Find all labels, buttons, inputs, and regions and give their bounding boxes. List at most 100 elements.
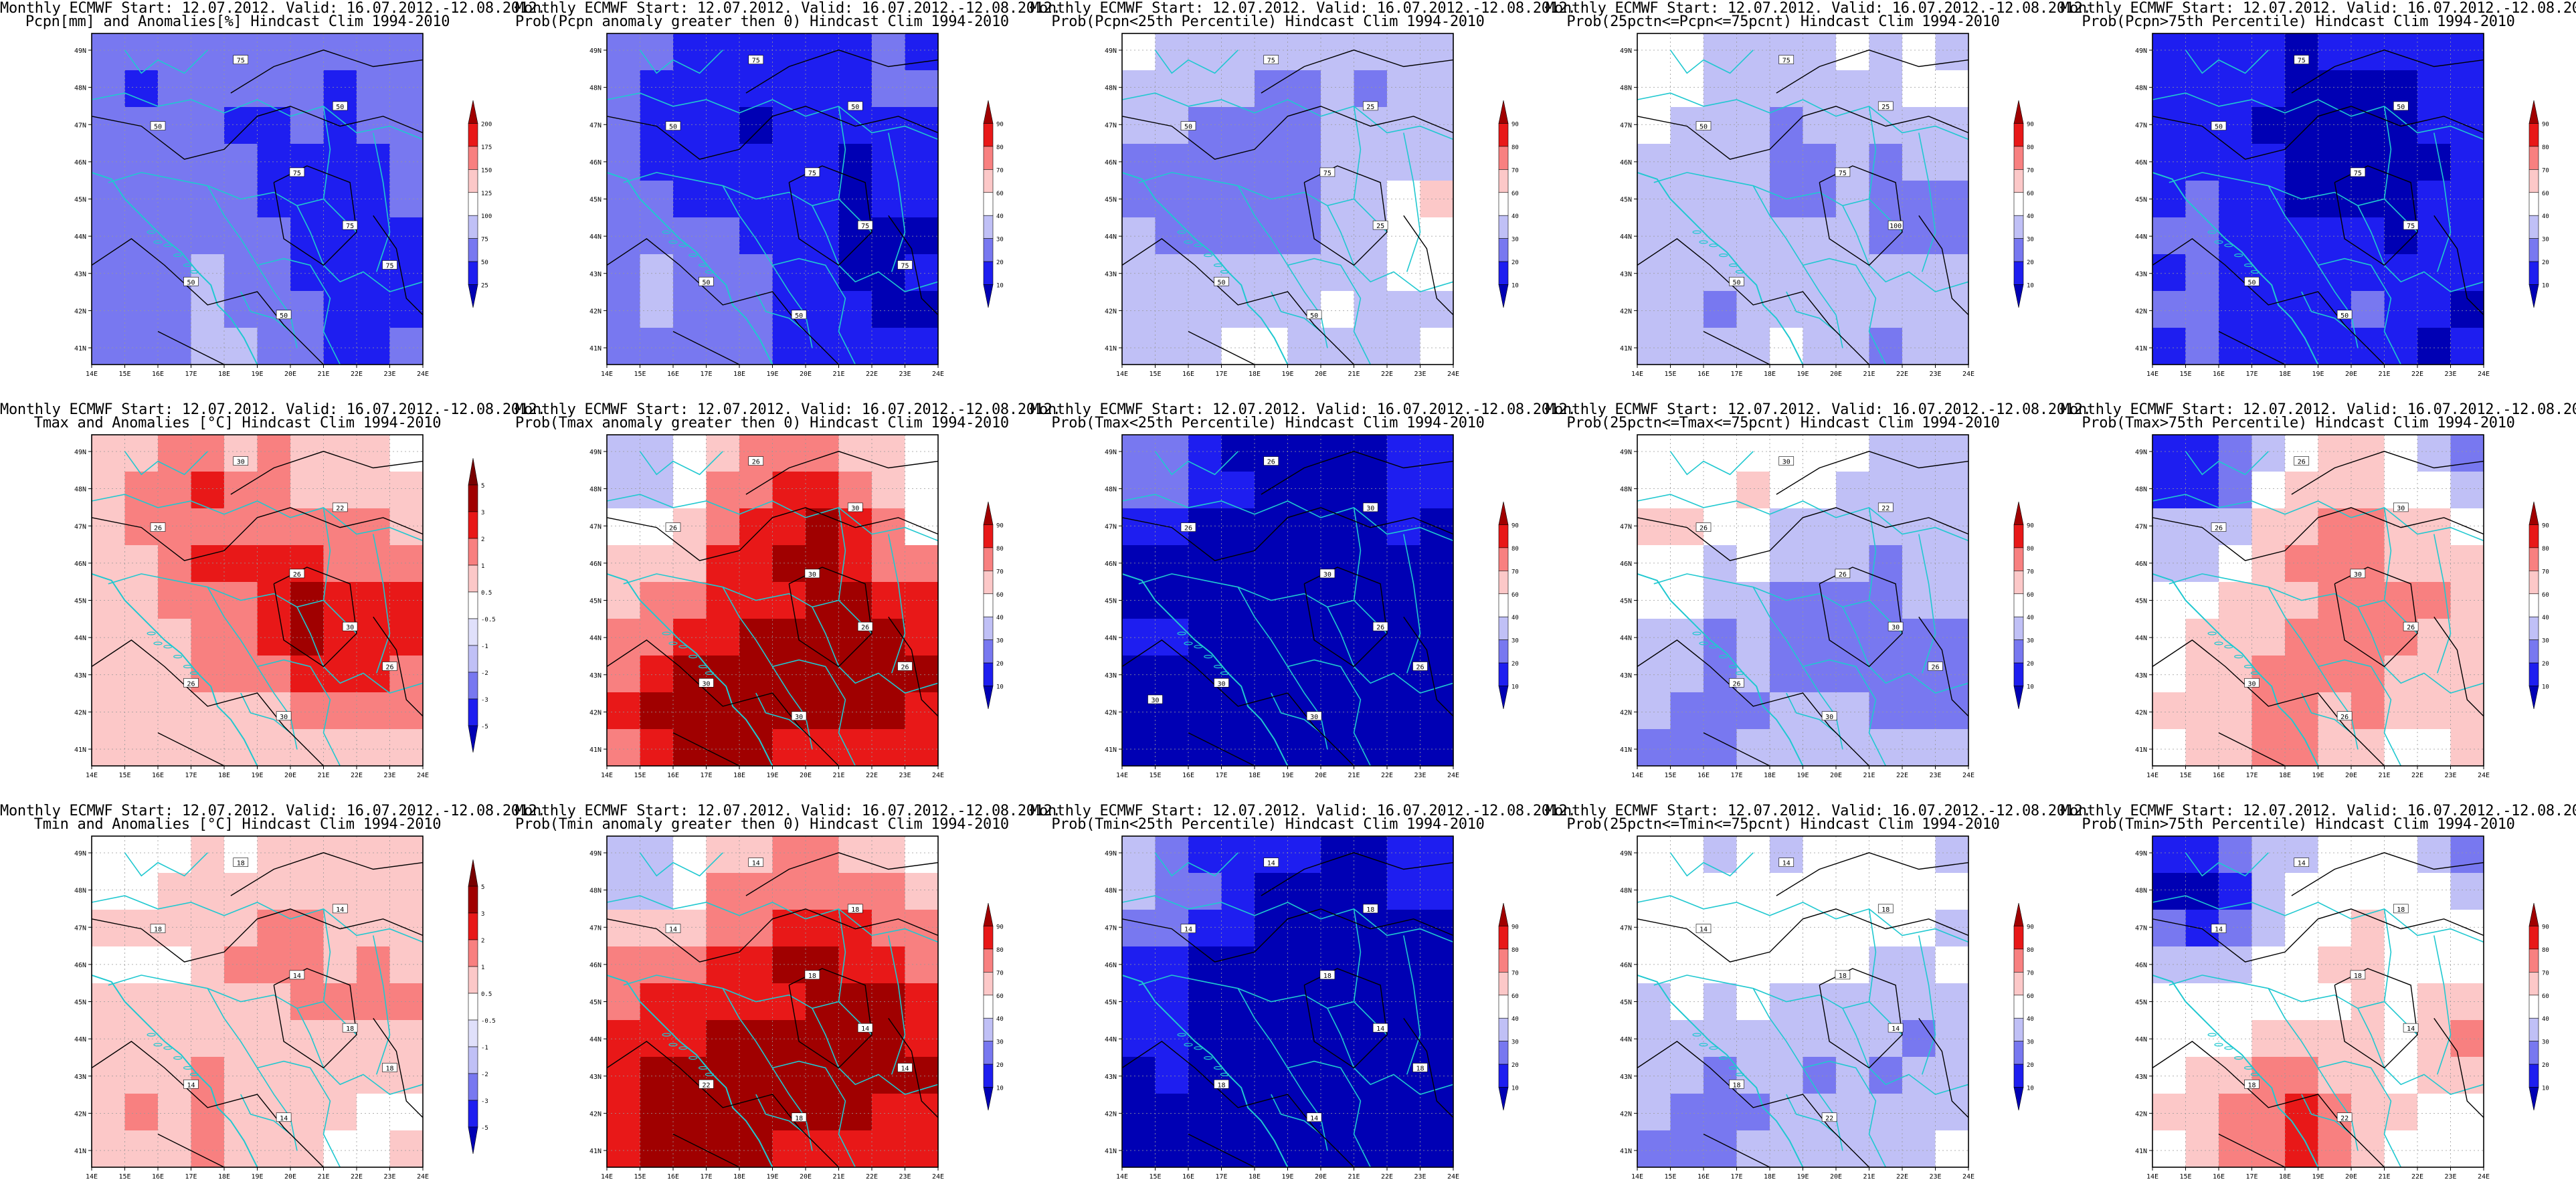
field-cell [1122,1057,1156,1094]
color-bar-segment [468,966,478,994]
contour-label-box [150,121,166,130]
field-cell [2251,545,2286,583]
field-cell [673,946,707,984]
color-bar-label: 90 [996,522,1004,529]
field-cell [1935,729,1969,767]
color-bar-segment [2013,146,2024,170]
field-cell [1902,910,1936,947]
island-outline [1735,671,1745,675]
contour-label: 30 [1323,571,1331,579]
contour-label: 30 [346,624,354,631]
contour-label-box [1362,502,1378,512]
lat-tick-label: 42N [1620,709,1632,716]
color-bar-segment [2528,948,2539,973]
field-cell [389,692,424,730]
contour-line [2218,1133,2286,1168]
field-cell [257,619,291,656]
field-cell [1704,545,1738,583]
lon-tick-label: 20E [800,371,812,378]
border-line [1138,172,1354,207]
field-cell [224,33,258,71]
border-line [296,607,424,694]
field-cell [1287,1020,1321,1058]
field-cell [772,217,806,255]
field-cell [1902,435,1936,472]
color-bar-segment [2528,593,2539,617]
field-cell [124,291,159,328]
field-cell [158,946,192,984]
lat-tick-label: 41N [2135,746,2147,754]
island-outline [2234,655,2243,659]
color-bar-label: 60 [2027,592,2034,599]
field-cell [1869,328,1903,365]
lat-tick-label: 46N [1105,159,1117,167]
field-cell [607,946,641,984]
color-bar-cap-top [1498,100,1509,124]
contour-label-box [276,711,292,721]
contour-label-box [1729,276,1744,286]
color-bar-label: 80 [996,947,1004,954]
field-cell [905,1020,939,1058]
lat-tick-label: 47N [74,523,86,530]
border-line [1803,659,1887,767]
field-cell [607,107,641,144]
lat-tick-label: 48N [1620,888,1632,895]
lon-tick-label: 18E [733,371,745,378]
lon-tick-label: 21E [317,1173,329,1181]
field-cell [772,33,806,71]
lat-tick-label: 44N [2135,1036,2147,1043]
field-cell [1420,254,1454,292]
color-bar-label: 60 [2542,592,2549,599]
color-bar-label: 30 [2027,237,2034,243]
lat-tick-label: 47N [1105,122,1117,129]
field-cell [92,328,126,365]
field-cell [872,910,906,947]
lon-tick-label: 23E [1929,371,1941,378]
island-outline [153,240,163,244]
coastline [1121,171,1289,365]
field-cell [2185,729,2219,767]
field-cell [1321,983,1355,1021]
contour-label-box [1263,858,1279,867]
color-bar-label: 1 [481,563,484,570]
field-cell [640,472,674,509]
lon-tick-label: 14E [1116,772,1128,779]
border-line [623,573,839,608]
field-cell [224,107,258,144]
border-line [2318,659,2402,767]
field-cell [607,729,641,767]
field-cell [1736,435,1770,472]
field-cell [2185,1094,2219,1131]
field-cell [673,144,707,181]
field-cell [772,1094,806,1131]
field-cell [1420,435,1454,472]
field-cell [772,472,806,509]
lat-tick-label: 48N [2135,85,2147,92]
field-cell [706,946,740,984]
lon-tick-label: 19E [1797,371,1809,378]
field-cell [257,217,291,255]
field-cell [1836,692,1870,730]
field-cell [124,729,159,767]
island-outline [2207,1033,2217,1037]
field-cell [806,1094,840,1131]
field-cell [2318,946,2352,984]
axes: 14E 15E 16E 17E 18E 19E 20E 21E 22E 23E 24E49N48N4… [589,47,944,378]
field-cell [739,946,773,984]
field-cell [1287,33,1321,71]
field-cell [92,946,126,984]
field-cell [1803,1130,1837,1168]
field-cell [1704,983,1738,1021]
field-cell [1387,910,1421,947]
contour-label: 18 [346,1025,354,1033]
contour-label-box [332,101,348,111]
field-cell [772,729,806,767]
color-bar-label: 10 [996,684,1004,691]
contour-label: 14 [1892,1025,1900,1033]
field-cell [2251,33,2286,71]
field-cell [357,107,391,144]
lon-tick-label: 24E [932,1173,944,1181]
field-cell [772,910,806,947]
contour-label: 30 [2397,505,2405,512]
